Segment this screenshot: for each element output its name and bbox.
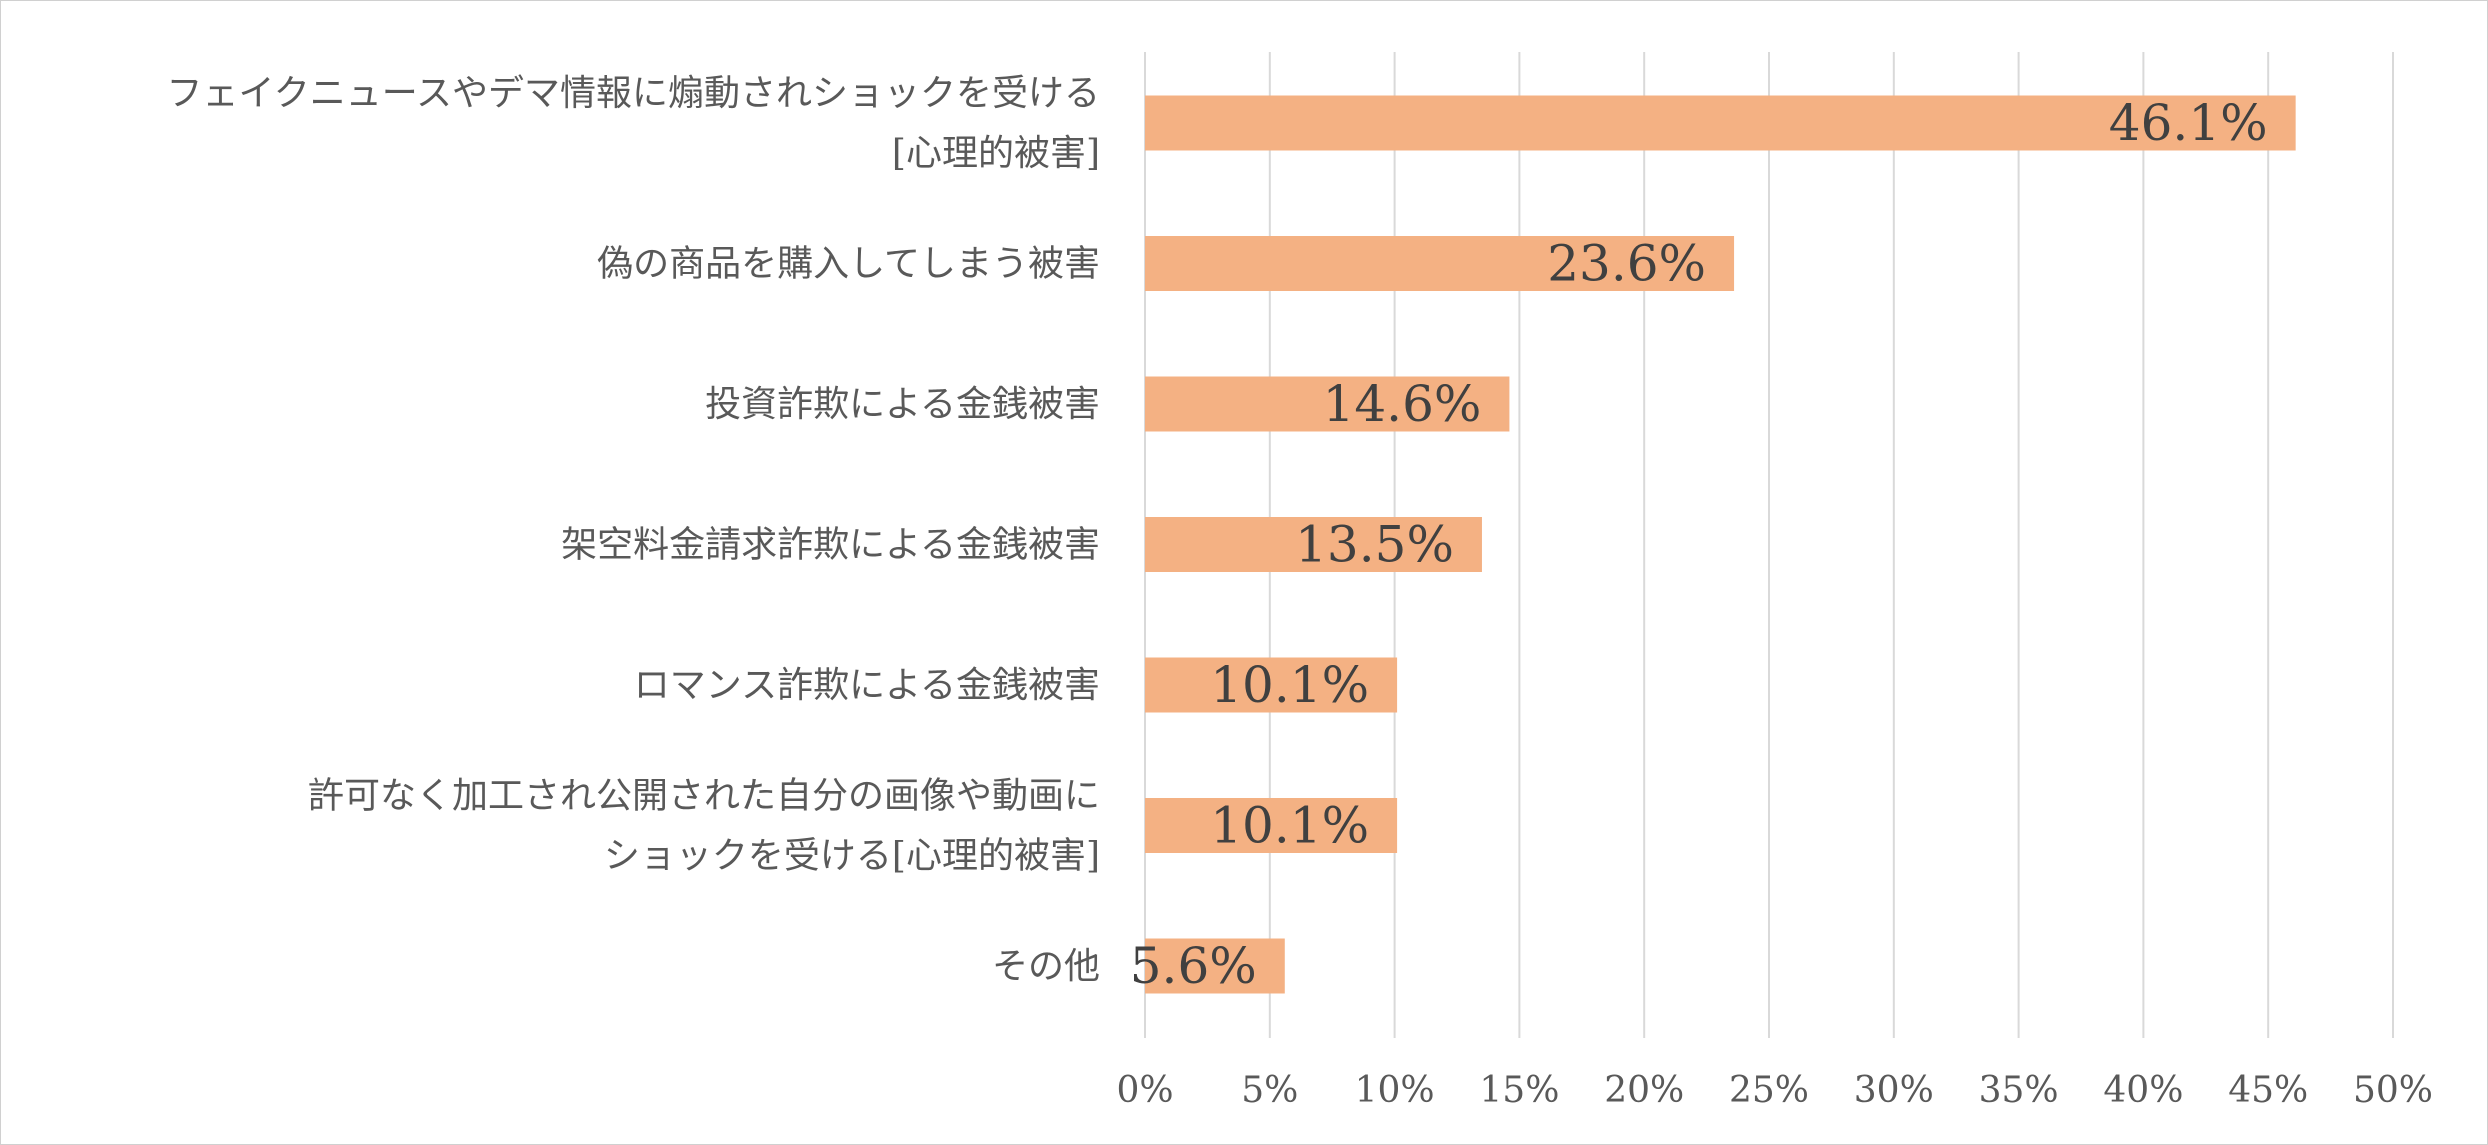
bars [1145,95,2296,994]
x-tick-label: 30% [1854,1070,1934,1111]
category-label: 許可なく加工され公開された自分の画像や動画に [308,776,1100,817]
x-tick-label: 0% [1116,1070,1173,1111]
x-tick-label: 15% [1479,1070,1559,1111]
x-tick-label: 35% [1979,1070,2059,1111]
bar [1145,938,1285,994]
x-tick-label: 25% [1729,1070,1809,1111]
x-tick-label: 20% [1604,1070,1684,1111]
data-label: 13.5% [1295,516,1454,574]
category-label: その他 [992,946,1100,987]
x-tick-label: 45% [2228,1070,2308,1111]
data-label: 5.6% [1130,937,1257,995]
data-labels: 46.1% 23.6% 14.6% 13.5% 10.1% 10.1% 5.6% [1130,94,2268,995]
data-label: 23.6% [1547,235,1706,293]
x-tick-label: 10% [1355,1070,1435,1111]
x-axis-tick-labels: 0% 5% 10% 15% 20% 25% 30% 35% 40% 45% 50% [1116,1070,2433,1111]
bar [1145,517,1482,572]
bar [1145,236,1735,291]
category-label: 架空料金請求詐欺による金銭被害 [561,525,1100,566]
category-label: [心理的被害] [892,133,1100,174]
category-label: 偽の商品を購入してしまう被害 [597,244,1100,285]
data-label: 10.1% [1210,656,1369,714]
x-tick-label: 50% [2353,1070,2433,1111]
bar [1145,798,1398,853]
category-label: ロマンス詐欺による金銭被害 [634,665,1100,706]
gridlines [1144,52,2394,1038]
data-label: 10.1% [1210,797,1369,855]
data-label: 14.6% [1323,375,1482,433]
x-tick-label: 5% [1241,1070,1298,1111]
bar [1145,657,1398,713]
category-label: ショックを受ける[心理的被害] [604,836,1100,877]
x-tick-label: 40% [2103,1070,2183,1111]
category-labels: フェイクニュースやデマ情報に煽動されショックを受ける [心理的被害] 偽の商品を購入… [167,73,1100,987]
data-label: 46.1% [2109,94,2268,152]
bar [1145,376,1510,432]
category-label: 投資詐欺による金銭被害 [705,384,1100,425]
bar [1145,95,2296,151]
category-label: フェイクニュースやデマ情報に煽動されショックを受ける [167,73,1100,114]
